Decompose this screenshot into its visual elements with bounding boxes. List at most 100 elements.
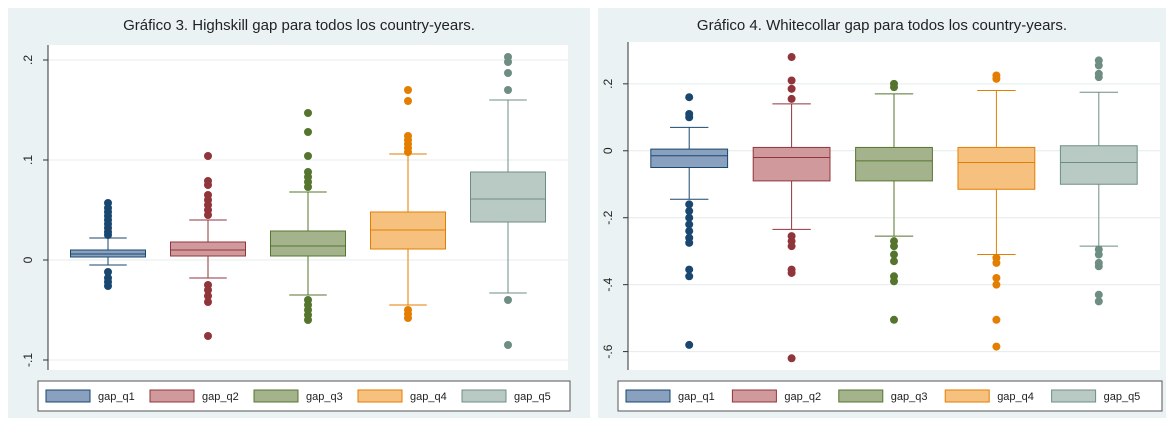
- outlier: [504, 341, 512, 349]
- outlier: [304, 316, 312, 324]
- outlier: [685, 93, 694, 102]
- outlier: [204, 292, 212, 300]
- outlier: [992, 342, 1001, 351]
- legend-label: gap_q3: [891, 391, 928, 403]
- y-tick-label: -.1: [21, 353, 35, 367]
- outlier: [404, 86, 412, 94]
- box: [650, 148, 729, 169]
- outlier: [1094, 73, 1103, 82]
- outlier: [685, 200, 694, 209]
- outlier: [404, 314, 412, 322]
- outlier: [404, 148, 412, 156]
- outlier: [685, 238, 694, 247]
- outlier: [890, 242, 898, 251]
- outlier: [304, 183, 312, 191]
- y-tick-label: 0: [21, 256, 35, 263]
- box: [855, 146, 933, 182]
- box: [1059, 145, 1138, 185]
- outlier: [787, 268, 796, 277]
- outlier: [685, 227, 694, 236]
- legend-label: gap_q5: [1104, 391, 1141, 403]
- outlier: [685, 213, 694, 222]
- legend-label: gap_q1: [678, 391, 715, 403]
- outlier: [685, 220, 694, 229]
- y-tick-label: .1: [21, 155, 35, 165]
- legend-label: gap_q2: [784, 391, 821, 403]
- outlier: [1094, 290, 1103, 299]
- outlier: [504, 296, 512, 304]
- outlier: [504, 69, 512, 77]
- outlier: [787, 354, 796, 363]
- y-tick-label: -.6: [601, 344, 615, 358]
- outlier: [204, 152, 212, 160]
- outlier: [685, 265, 694, 274]
- outlier: [787, 94, 796, 103]
- outlier: [890, 250, 898, 259]
- outlier: [787, 76, 796, 85]
- legend-label: gap_q1: [98, 391, 135, 403]
- outlier: [304, 128, 312, 136]
- y-tick-label: -.2: [601, 210, 615, 224]
- outlier: [685, 340, 694, 349]
- outlier: [992, 258, 1001, 267]
- outlier: [890, 257, 898, 266]
- outlier: [992, 280, 1001, 289]
- outlier: [787, 53, 796, 62]
- outlier: [992, 315, 1001, 324]
- box: [170, 241, 246, 257]
- legend-swatch: [625, 389, 671, 403]
- outlier: [504, 58, 512, 66]
- outlier: [787, 84, 796, 93]
- legend-label: gap_q3: [306, 391, 343, 403]
- legend-swatch: [838, 389, 884, 403]
- outlier: [304, 152, 312, 160]
- outlier: [787, 242, 796, 251]
- y-tick-label: -.4: [601, 277, 615, 291]
- legend-swatch: [45, 389, 91, 403]
- box: [270, 230, 346, 257]
- outlier: [992, 74, 1001, 83]
- outlier: [304, 109, 312, 117]
- outlier: [685, 272, 694, 281]
- legend-swatch: [149, 389, 195, 403]
- box: [752, 146, 831, 182]
- outlier: [890, 277, 898, 286]
- chart-title: Gráfico 3. Highskill gap para todos los …: [123, 17, 475, 34]
- legend-label: gap_q5: [514, 391, 551, 403]
- outlier: [1094, 250, 1103, 259]
- outlier: [204, 332, 212, 340]
- outlier: [204, 181, 212, 189]
- box: [470, 171, 546, 223]
- legend-swatch: [944, 389, 990, 403]
- legend-swatch: [731, 389, 777, 403]
- outlier: [1094, 61, 1103, 70]
- outlier: [1094, 262, 1103, 271]
- outlier: [992, 273, 1001, 282]
- legend-swatch: [357, 389, 403, 403]
- legend-swatch: [1051, 389, 1097, 403]
- outlier: [204, 298, 212, 306]
- outlier: [104, 231, 112, 239]
- outlier: [1094, 297, 1103, 306]
- legend-label: gap_q2: [202, 391, 239, 403]
- outlier: [890, 83, 898, 92]
- outlier: [685, 113, 694, 122]
- legend-swatch: [253, 389, 299, 403]
- outlier: [104, 282, 112, 290]
- outlier: [204, 286, 212, 294]
- outlier: [685, 207, 694, 216]
- outlier: [404, 97, 412, 105]
- legend-label: gap_q4: [997, 391, 1034, 403]
- outlier: [504, 86, 512, 94]
- legend-swatch: [461, 389, 507, 403]
- y-tick-label: 0: [601, 147, 615, 154]
- outlier: [104, 268, 112, 276]
- outlier: [890, 315, 898, 324]
- chart-title: Gráfico 4. Whitecollar gap para todos lo…: [697, 17, 1067, 34]
- legend-label: gap_q4: [410, 391, 447, 403]
- outlier: [204, 211, 212, 219]
- box: [957, 146, 1036, 190]
- y-tick-label: .2: [601, 79, 615, 89]
